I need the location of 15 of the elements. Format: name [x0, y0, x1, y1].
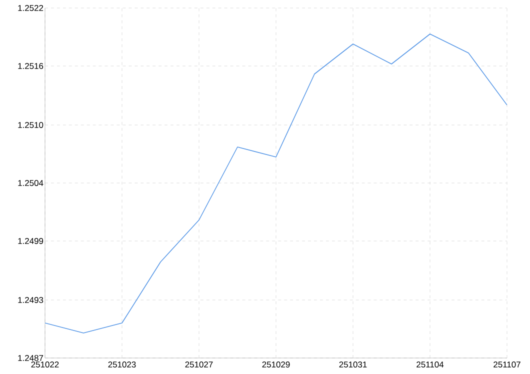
y-tick-label: 1.2499	[18, 238, 44, 244]
x-tick-label: 251031	[339, 362, 367, 368]
x-tick-label: 251029	[262, 362, 290, 368]
x-tick-label: 251027	[185, 362, 213, 368]
line-series	[45, 34, 508, 334]
y-tick-label: 1.2522	[18, 5, 44, 11]
y-tick-label: 1.2487	[18, 355, 44, 361]
y-tick-label: 1.2493	[18, 297, 44, 303]
x-tick-label: 251107	[494, 362, 520, 368]
y-tick-label: 1.2516	[18, 63, 44, 69]
y-tick-label: 1.2510	[18, 122, 44, 128]
x-tick-label: 251023	[108, 362, 136, 368]
x-tick-label: 251104	[416, 362, 444, 368]
y-tick-label: 1.2504	[18, 180, 44, 186]
x-tick-label: 251022	[31, 362, 59, 368]
